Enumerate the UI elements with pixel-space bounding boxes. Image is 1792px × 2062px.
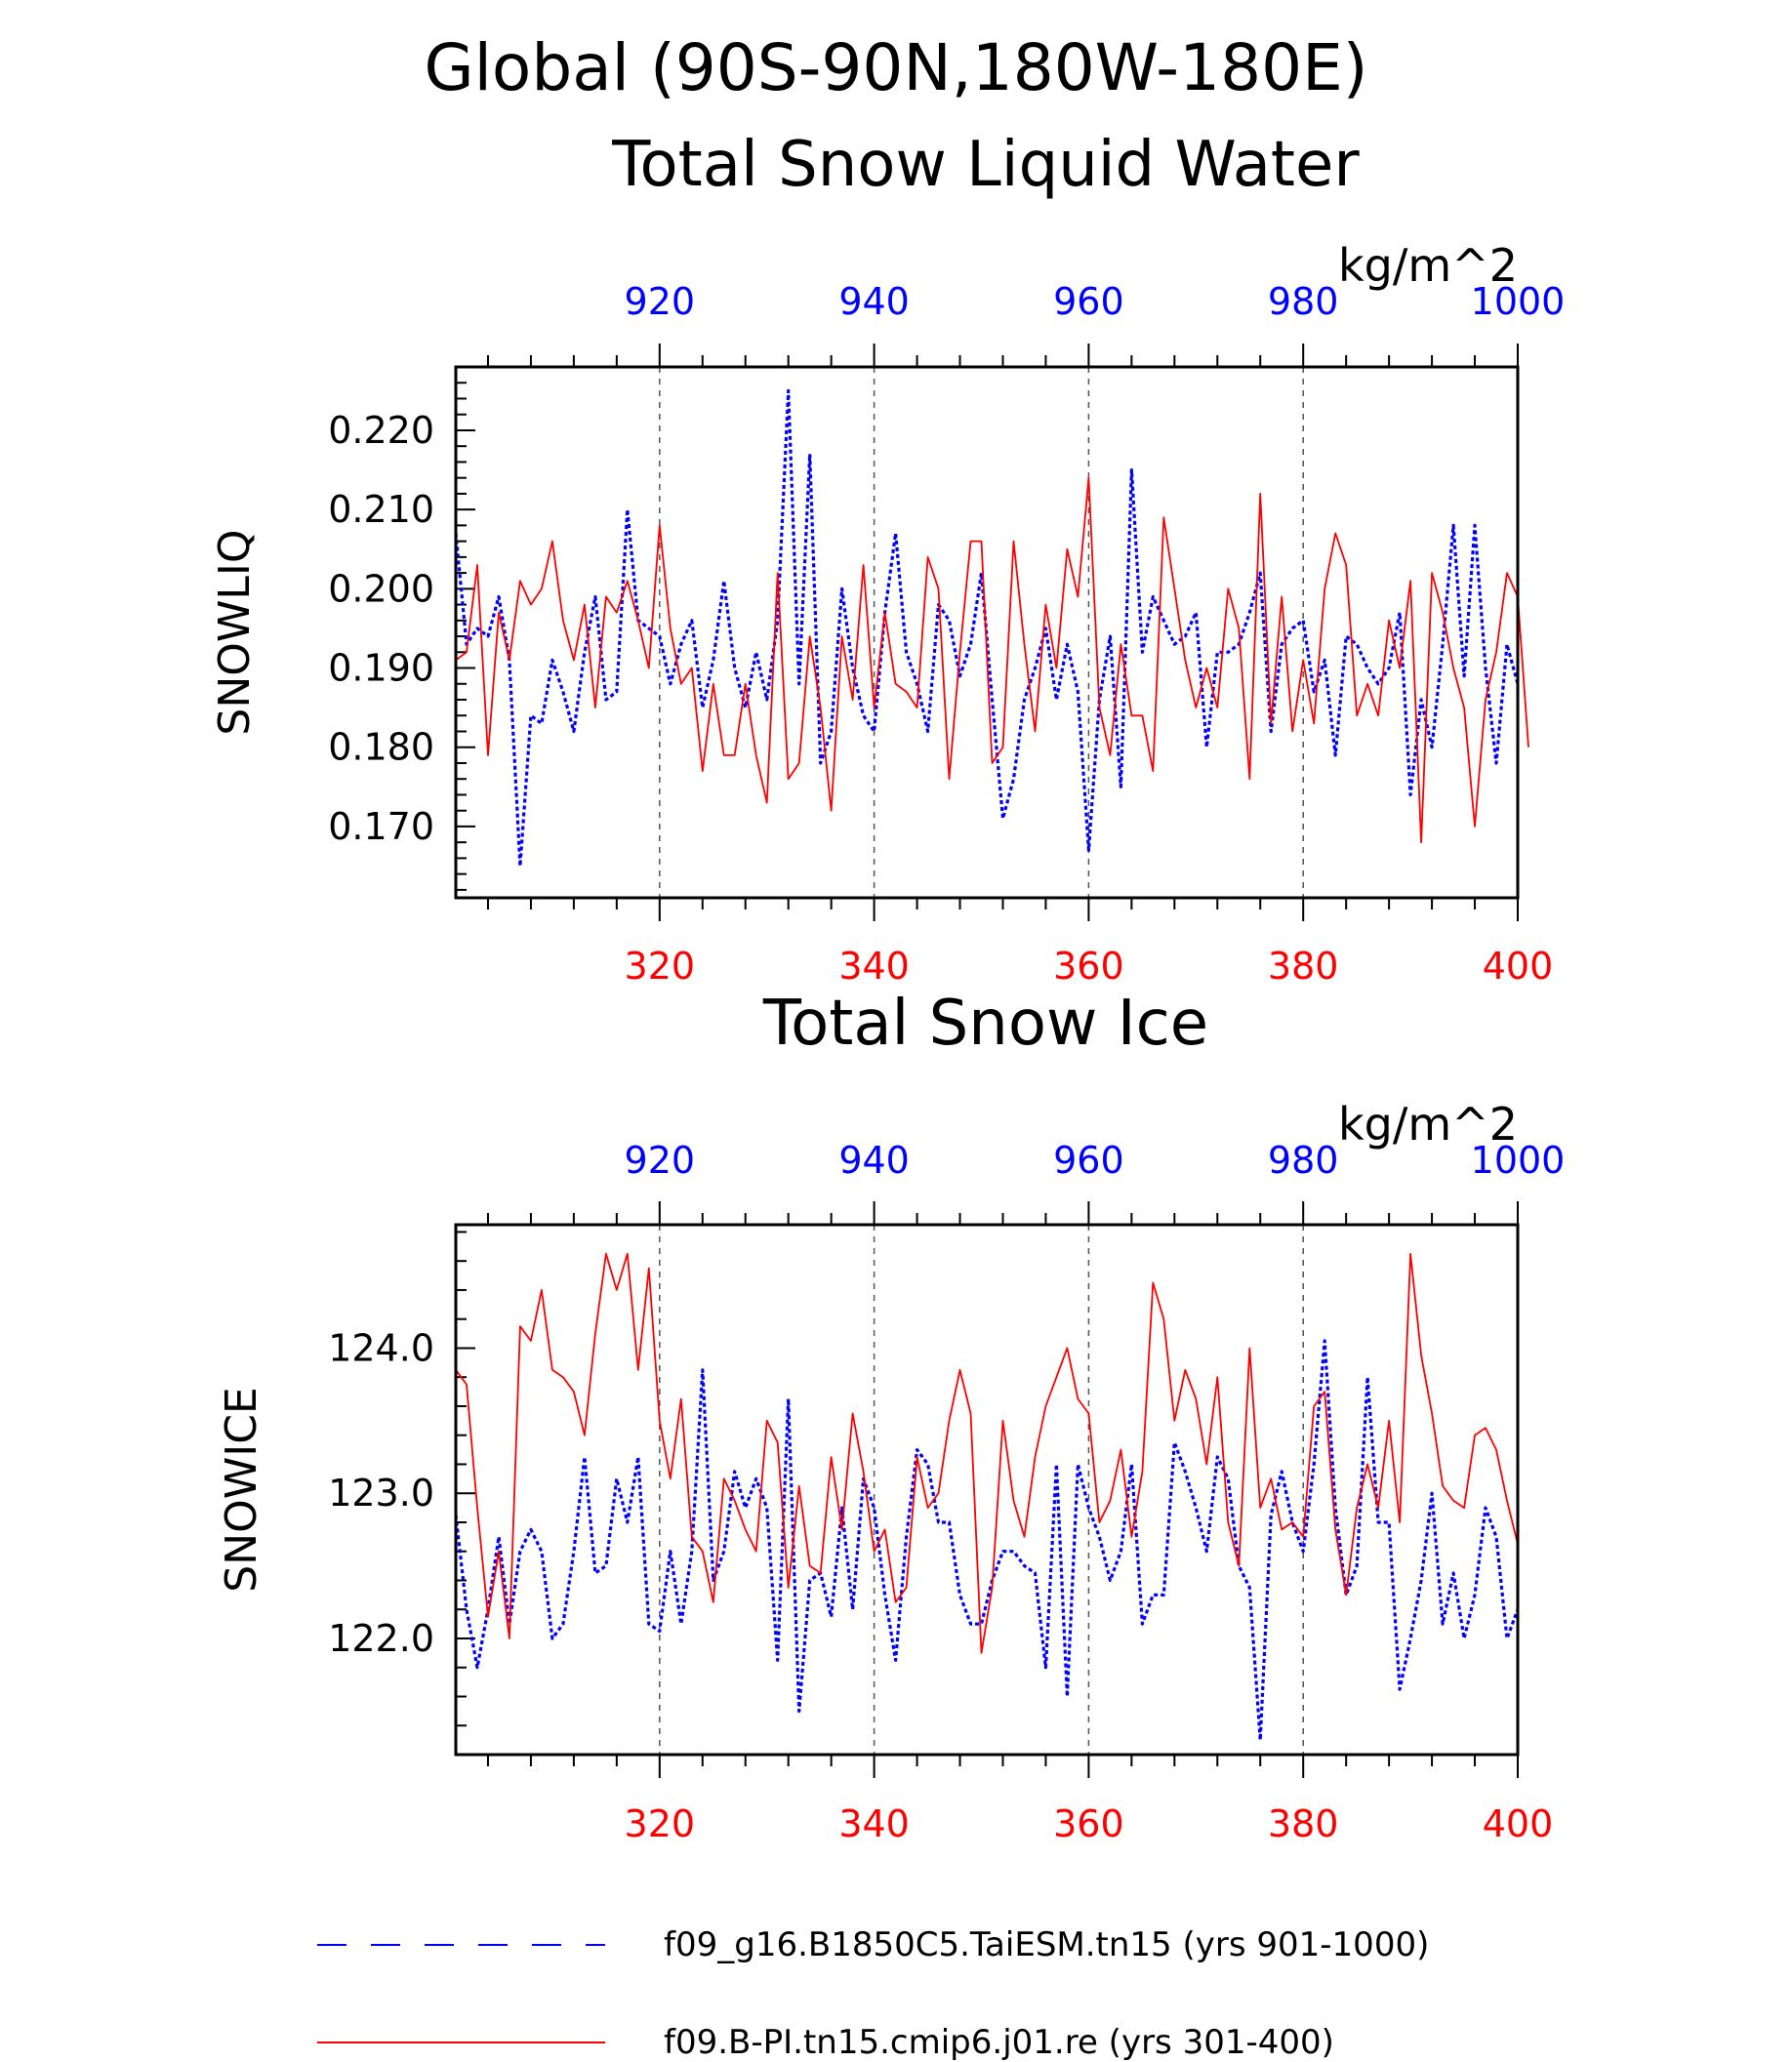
bottom-x-tick-label: 360 [1053,1802,1124,1845]
chart-panel-1: Total Snow Liquid Water kg/m^2 0.170 0.180 0… [210,129,1565,988]
y-tick-label: 123.0 [328,1472,434,1515]
bottom-x-tick-label: 340 [838,1802,910,1845]
legend-label-2: f09.B-PI.tn15.cmip6.j01.re (yrs 301-400) [664,2023,1334,2062]
series-line-taiesm [454,1339,1520,1742]
chart-panel-2: Total Snow Ice kg/m^2 122.0 123.0 124.0 320 34… [217,988,1565,1845]
y-axis-label: SNOWLIQ [210,529,260,735]
y-tick-label: 0.170 [328,805,434,848]
bottom-x-tick-label: 340 [838,945,910,988]
legend: f09_g16.B1850C5.TaiESM.tn15 (yrs 901-100… [317,1925,1429,2062]
top-x-tick-label: 940 [838,1139,910,1182]
bottom-x-tick-label: 400 [1483,945,1554,988]
series-line-cmip6 [455,1252,1519,1654]
y-axis-label: SNOWICE [217,1387,266,1592]
top-x-tick-label: 1000 [1471,280,1566,323]
y-tick-label: 0.180 [328,726,434,769]
legend-label-1: f09_g16.B1850C5.TaiESM.tn15 (yrs 901-100… [664,1925,1429,1964]
top-x-tick-label: 980 [1268,1139,1339,1182]
series-line-cmip6 [455,476,1529,844]
bottom-x-tick-label: 320 [625,1802,696,1845]
panel-title: Total Snow Ice [762,988,1208,1060]
y-tick-label: 0.190 [328,647,434,690]
bottom-x-tick-label: 380 [1268,1802,1339,1845]
bottom-x-tick-label: 400 [1483,1802,1554,1845]
figure-title: Global (90S-90N,180W-180E) [424,30,1367,105]
top-x-tick-label: 1000 [1471,1139,1566,1182]
y-tick-label: 122.0 [328,1617,434,1660]
y-tick-label: 0.200 [328,567,434,610]
top-x-tick-label: 920 [625,280,696,323]
top-x-tick-label: 960 [1053,280,1124,323]
y-tick-label: 0.210 [328,488,434,531]
series-line-taiesm [454,388,1520,869]
top-x-tick-label: 940 [838,280,910,323]
plot-frame [454,365,1520,900]
y-tick-label: 0.220 [328,409,434,452]
units-label: kg/m^2 [1338,239,1518,292]
y-tick-label: 124.0 [328,1326,434,1369]
plot-frame [454,1223,1520,1757]
top-x-tick-label: 960 [1053,1139,1124,1182]
units-label: kg/m^2 [1338,1098,1518,1151]
panel-title: Total Snow Liquid Water [611,129,1360,201]
bottom-x-tick-label: 380 [1268,945,1339,988]
bottom-x-tick-label: 320 [625,945,696,988]
top-x-tick-label: 920 [625,1139,696,1182]
top-x-tick-label: 980 [1268,280,1339,323]
bottom-x-tick-label: 360 [1053,945,1124,988]
